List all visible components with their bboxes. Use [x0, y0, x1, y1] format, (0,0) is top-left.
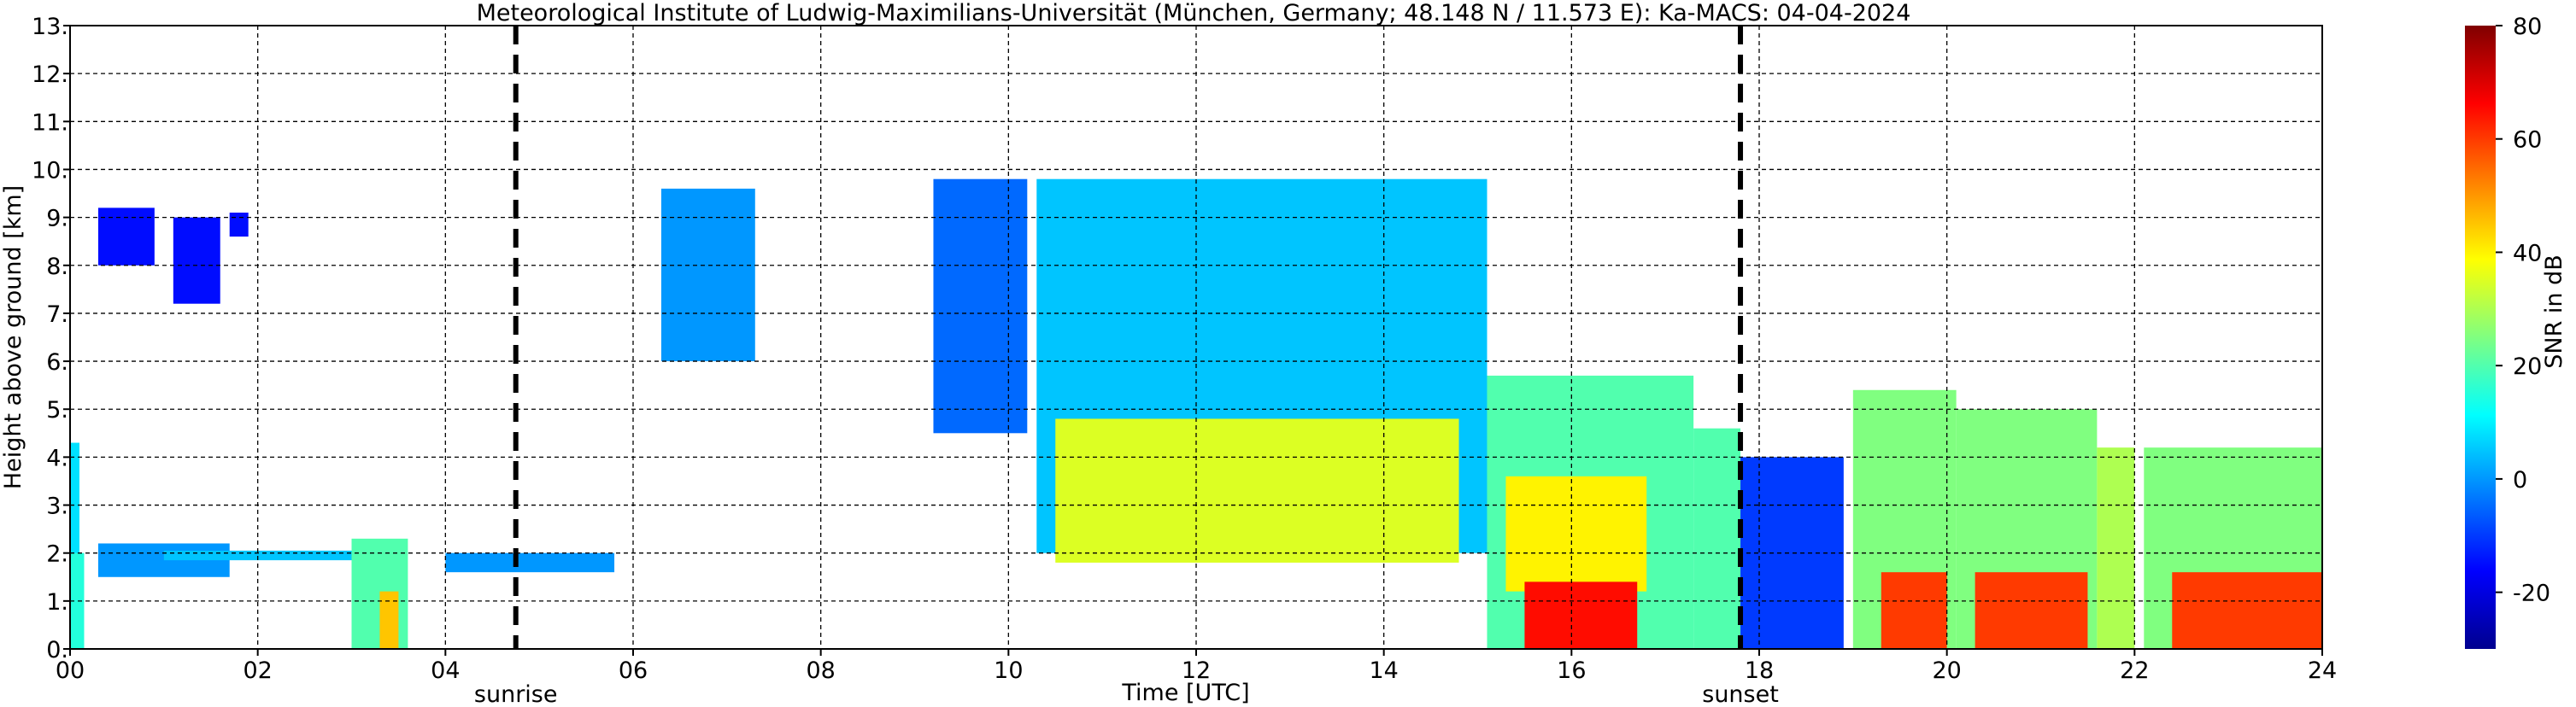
echo-cell [1524, 581, 1638, 649]
colorbar-tick-label: 80 [2513, 14, 2542, 40]
y-tick-label: 11. [32, 109, 68, 136]
colorbar-tick-label: -20 [2513, 581, 2550, 607]
x-tick-label: 12 [1182, 657, 1211, 684]
echo-cell [445, 552, 615, 573]
colorbar-tick-label: 40 [2513, 240, 2542, 266]
x-tick-label: 04 [431, 657, 460, 684]
x-tick-label: 18 [1745, 657, 1774, 684]
y-tick-label: 8. [46, 254, 68, 280]
echo-cell [2172, 572, 2322, 649]
echo-cell [1055, 418, 1459, 563]
x-tick-label: 14 [1369, 657, 1398, 684]
echo-cell [70, 442, 79, 649]
echo-cell [163, 550, 352, 561]
y-tick-label: 9. [46, 206, 68, 232]
x-tick-label: 06 [619, 657, 648, 684]
echo-cell [1505, 476, 1647, 592]
y-tick-label: 4. [46, 445, 68, 471]
x-tick-label: 24 [2308, 657, 2337, 684]
x-tick-label: 02 [243, 657, 272, 684]
echo-cell [1693, 428, 1741, 649]
y-tick-label: 12. [32, 61, 68, 88]
y-axis-label: Height above ground [km] [0, 185, 26, 489]
echo-cell [1881, 572, 1947, 649]
x-tick-label: 10 [994, 657, 1023, 684]
echo-cell [379, 591, 399, 649]
echo-cell [2097, 447, 2135, 649]
x-tick-label: 00 [56, 657, 85, 684]
echo-cell [229, 213, 249, 237]
y-tick-label: 6. [46, 349, 68, 376]
x-tick-label: 22 [2120, 657, 2149, 684]
annotation-label-sunset: sunset [1702, 681, 1779, 704]
colorbar-tick-label: 20 [2513, 354, 2542, 380]
echo-cell [70, 552, 85, 649]
y-tick-label: 13. [32, 14, 68, 40]
colorbar: -20 0 20 40 60 80 SNR in dB [2465, 14, 2567, 649]
colorbar-bar [2465, 26, 2496, 649]
x-tick-label: 20 [1932, 657, 1961, 684]
colorbar-tick-label: 0 [2513, 467, 2527, 494]
y-tick-label: 0. [46, 637, 68, 663]
colorbar-tick-label: 60 [2513, 127, 2542, 154]
echo-cell [97, 207, 155, 266]
echo-cell [660, 188, 755, 362]
annotation-label-sunrise: sunrise [474, 681, 558, 704]
y-tick-label: 7. [46, 301, 68, 328]
y-tick-label: 10. [32, 157, 68, 184]
echo-cell [933, 178, 1028, 434]
x-tick-label: 08 [806, 657, 835, 684]
y-tick-label: 1. [46, 589, 68, 616]
x-axis-label: Time [UTC] [1121, 680, 1249, 704]
colorbar-label: SNR in dB [2541, 254, 2567, 369]
echo-cell [173, 217, 220, 304]
y-tick-label: 5. [46, 397, 68, 424]
x-tick-label: 16 [1557, 657, 1586, 684]
y-tick-label: 3. [46, 494, 68, 520]
y-tick-label: 2. [46, 541, 68, 568]
chart-title: Meteorological Institute of Ludwig-Maxim… [477, 0, 1911, 26]
plot-area: sunrise sunset 00 02 04 06 08 10 12 14 16 18 20 22 24 0… [0, 14, 2337, 707]
echo-cell [1975, 572, 2088, 649]
